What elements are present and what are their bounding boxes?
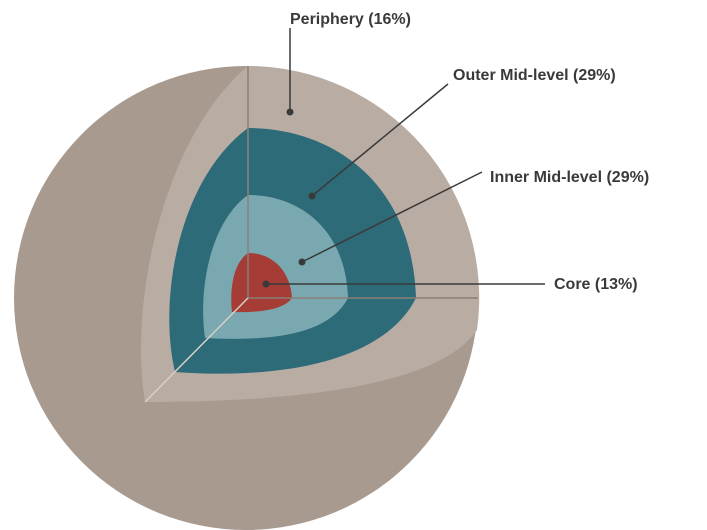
layer-label: Outer Mid-level (29%): [453, 67, 616, 84]
sphere-diagram: Periphery (16%) Outer Mid-level (29%) In…: [0, 0, 707, 530]
leader-dot: [263, 281, 270, 288]
leader-dot: [287, 109, 294, 116]
page: Periphery (16%) Outer Mid-level (29%) In…: [0, 0, 707, 530]
layer-label: Core (13%): [554, 276, 638, 293]
leader-dot: [309, 193, 316, 200]
layer-label: Periphery (16%): [290, 11, 411, 28]
layer-label: Inner Mid-level (29%): [490, 169, 649, 186]
leader-dot: [299, 259, 306, 266]
